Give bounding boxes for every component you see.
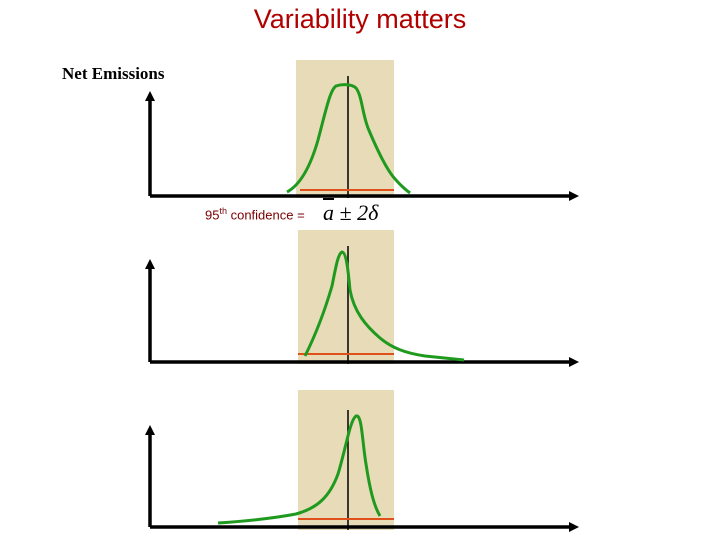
confidence-label: 95th confidence =	[205, 206, 305, 222]
slide-title: Variability matters	[253, 4, 467, 34]
confidence-suffix: confidence =	[226, 207, 305, 223]
confidence-prefix: 95	[205, 207, 220, 223]
formula-variable: a	[323, 200, 334, 225]
panel-left-skewed	[145, 390, 579, 532]
confidence-band	[298, 230, 394, 364]
panel-symmetric	[145, 60, 579, 201]
confidence-formula: a ± 2δ	[323, 200, 378, 226]
y-axis-label: Net Emissions	[62, 64, 165, 83]
distribution-curve	[217, 414, 382, 525]
formula-rest: ± 2δ	[334, 200, 379, 225]
confidence-superscript: th	[219, 206, 227, 216]
distribution-curve	[286, 83, 411, 195]
distribution-curve	[303, 250, 465, 362]
confidence-band	[296, 60, 394, 198]
panel-right-skewed	[145, 230, 579, 367]
